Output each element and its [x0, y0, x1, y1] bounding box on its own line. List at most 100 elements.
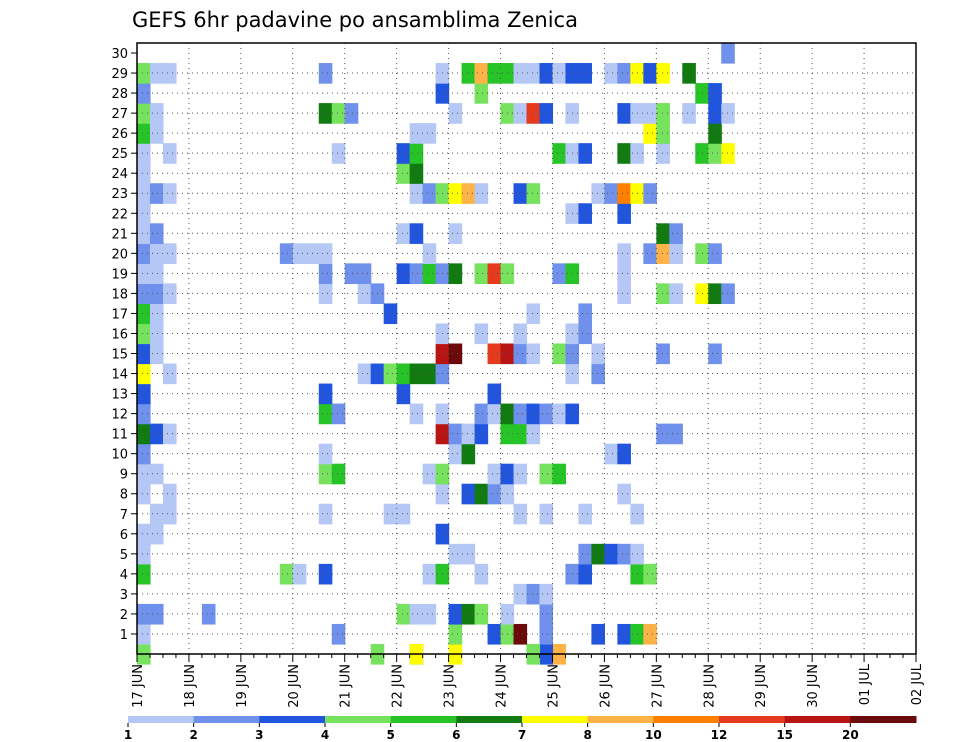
heatmap-cell [448, 543, 463, 565]
heatmap-cell [721, 143, 735, 164]
colorbar-label: 5 [386, 728, 394, 742]
dotted-grid [137, 43, 916, 654]
colorbar-swatch [128, 716, 195, 723]
heatmap-cell [604, 63, 618, 84]
heatmap-cell [656, 343, 670, 365]
heatmap-cell [149, 103, 164, 124]
heatmap-cell [487, 463, 502, 485]
heatmap-cell [487, 623, 502, 645]
colorbar-label: 2 [189, 728, 197, 742]
heatmap-cell [422, 183, 437, 204]
heatmap-cell [539, 63, 554, 84]
heatmap-cell [643, 183, 657, 204]
heatmap-cell [201, 603, 216, 625]
x-tick-label: 18 JUN [183, 664, 198, 708]
heatmap-cell [396, 163, 411, 184]
colorbar-label: 8 [583, 728, 591, 742]
heatmap-cell [578, 203, 593, 224]
y-tick-label: 15 [111, 348, 128, 363]
y-tick-label: 23 [111, 187, 128, 202]
heatmap-cell [513, 403, 528, 425]
heatmap-cell [137, 203, 151, 224]
heatmap-cell [137, 283, 151, 305]
heatmap-cell [643, 63, 657, 84]
heatmap-cell [137, 343, 151, 365]
heatmap-cell [137, 223, 151, 244]
colorbar-swatch [653, 716, 720, 723]
heatmap-cell [448, 623, 463, 645]
heatmap-cell [513, 623, 528, 645]
heatmap-cell [591, 183, 605, 204]
heatmap-cell [461, 443, 476, 465]
heatmap-cell [149, 283, 164, 305]
y-tick-label: 30 [111, 47, 128, 62]
heatmap-cell [292, 243, 307, 264]
heatmap-cell [162, 243, 177, 264]
colorbar-swatch [784, 716, 851, 723]
colorbar-label: 12 [711, 728, 728, 742]
x-tick-label: 27 JUN [650, 664, 665, 708]
heatmap-cell [656, 63, 670, 84]
heatmap-cell [149, 183, 164, 204]
heatmap-cell [669, 423, 683, 445]
y-tick-label: 6 [120, 528, 128, 543]
heatmap-cell [474, 63, 489, 84]
heatmap-cell [162, 423, 177, 445]
heatmap-cell [448, 443, 463, 465]
heatmap-cell [708, 83, 722, 104]
heatmap-cell [149, 323, 164, 345]
heatmap-cell [669, 223, 683, 244]
heatmap-cell [513, 343, 528, 365]
heatmap-cell [513, 503, 528, 525]
heatmap-cell [643, 563, 657, 585]
heatmap-cell [578, 143, 593, 164]
heatmap-cell [396, 363, 411, 385]
y-tick-label: 25 [111, 147, 128, 162]
heatmap-cell [656, 223, 670, 244]
heatmap-cell [487, 483, 502, 505]
x-tick-label: 26 JUN [598, 664, 613, 708]
heatmap-cell [318, 103, 333, 124]
heatmap-cell [396, 223, 411, 244]
heatmap-cell [591, 543, 605, 565]
y-tick-label: 12 [111, 408, 128, 423]
colorbar-swatch [456, 716, 523, 723]
heatmap-cell [292, 563, 307, 585]
heatmap-cell [461, 543, 476, 565]
heatmap-cell [383, 503, 398, 525]
heatmap-cell [643, 123, 657, 144]
heatmap-cell [318, 443, 333, 465]
x-tick-label: 01 JUL [858, 663, 873, 705]
y-tick-label: 5 [120, 548, 128, 563]
y-tick-label: 17 [111, 307, 128, 322]
heatmap-cell [578, 303, 593, 325]
heatmap-cell [682, 63, 696, 84]
heatmap-cell [137, 443, 151, 465]
heatmap-cell [409, 403, 424, 425]
colorbar-label: 1 [124, 728, 132, 742]
heatmap-cell [357, 263, 372, 284]
y-tick-label: 20 [111, 247, 128, 262]
heatmap-cell [318, 243, 333, 264]
heatmap-cell [474, 603, 489, 625]
heatmap-cell [513, 423, 528, 445]
heatmap-cell [448, 263, 463, 284]
y-tick-label: 27 [111, 107, 128, 122]
heatmap-cell [422, 603, 437, 625]
heatmap-cell [137, 103, 151, 124]
heatmap-cell [331, 403, 346, 425]
heatmap-cell [137, 323, 151, 345]
heatmap-cell [474, 263, 489, 284]
heatmap-cell [344, 103, 359, 124]
heatmap-cell [448, 603, 463, 625]
heatmap-cell [591, 343, 605, 365]
heatmap-cell [643, 243, 657, 264]
heatmap-cell [137, 303, 151, 325]
heatmap-cell [162, 363, 177, 385]
heatmap-cell [162, 503, 177, 525]
heatmap-cell [474, 483, 489, 505]
heatmap-cell [149, 63, 164, 84]
heatmap-cell [461, 423, 476, 445]
y-tick-label: 16 [111, 327, 128, 342]
heatmap-cell [448, 343, 463, 365]
